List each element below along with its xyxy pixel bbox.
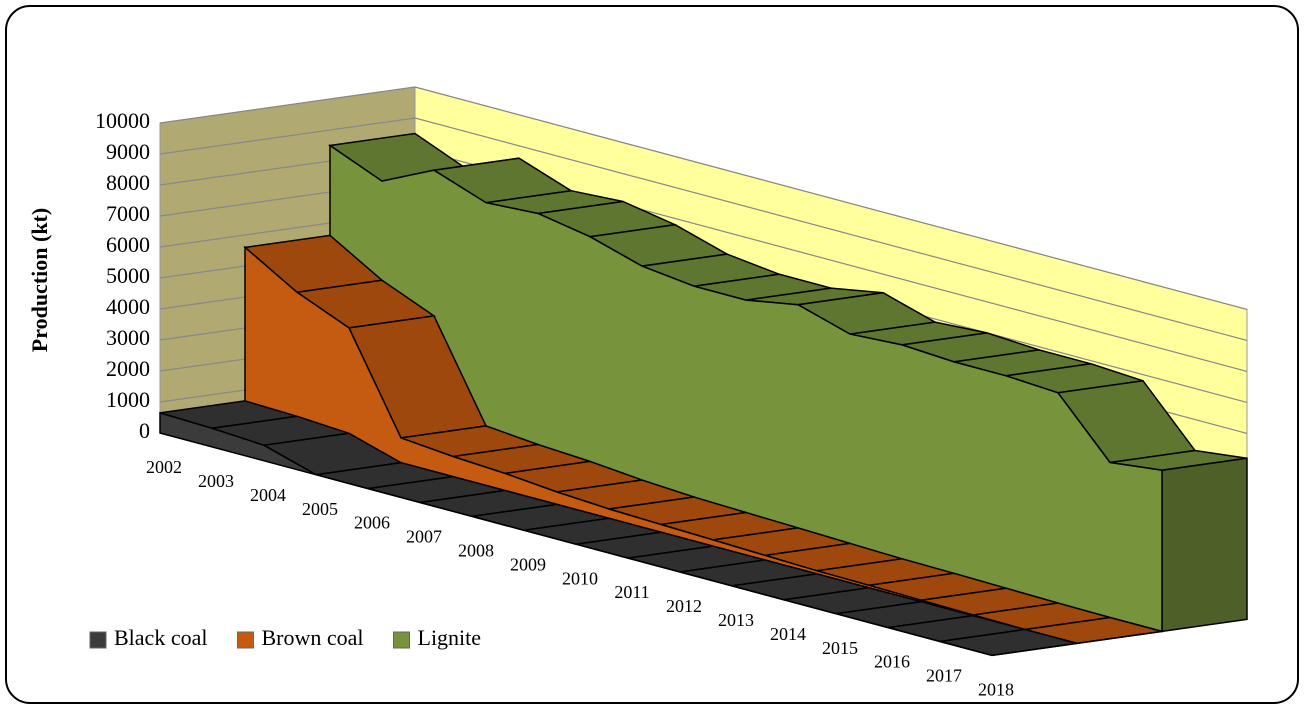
y-tick-label: 10000 bbox=[95, 108, 150, 133]
legend-label: Black coal bbox=[114, 625, 207, 650]
x-tick-label: 2015 bbox=[822, 638, 858, 658]
legend-swatch bbox=[89, 631, 107, 649]
x-tick-label: 2007 bbox=[406, 527, 442, 547]
x-tick-label: 2018 bbox=[978, 680, 1014, 700]
x-tick-label: 2006 bbox=[354, 513, 390, 533]
x-tick-label: 2017 bbox=[926, 666, 962, 686]
y-tick-label: 5000 bbox=[106, 263, 150, 288]
area-end bbox=[1161, 457, 1248, 633]
y-tick-label: 7000 bbox=[106, 201, 150, 226]
y-tick-label: 4000 bbox=[106, 294, 150, 319]
grid-line bbox=[159, 117, 1248, 341]
y-axis-title: Production (kt) bbox=[27, 208, 52, 352]
x-tick-label: 2011 bbox=[614, 582, 649, 602]
y-tick-label: 9000 bbox=[106, 139, 150, 164]
legend-label: Lignite bbox=[418, 625, 482, 650]
legend-label: Brown coal bbox=[261, 625, 363, 650]
y-tick-label: 3000 bbox=[106, 325, 150, 350]
x-tick-label: 2002 bbox=[146, 457, 182, 477]
y-tick-label: 8000 bbox=[106, 170, 150, 195]
y-tick-label: 6000 bbox=[106, 232, 150, 257]
area-end bbox=[1076, 630, 1163, 645]
area-front bbox=[329, 144, 1163, 633]
legend-swatch bbox=[393, 631, 410, 649]
y-tick-label: 0 bbox=[139, 418, 150, 443]
area-front bbox=[159, 411, 993, 657]
x-tick-label: 2004 bbox=[250, 485, 286, 505]
legend-swatch bbox=[236, 631, 254, 649]
x-tick-label: 2010 bbox=[562, 568, 598, 588]
x-tick-label: 2012 bbox=[666, 596, 702, 616]
grid-line bbox=[159, 86, 1248, 310]
x-tick-label: 2016 bbox=[874, 652, 910, 672]
x-tick-label: 2013 bbox=[718, 610, 754, 630]
y-tick-label: 1000 bbox=[106, 387, 150, 412]
x-tick-label: 2009 bbox=[510, 554, 546, 574]
x-tick-label: 2014 bbox=[770, 624, 806, 644]
x-tick-label: 2005 bbox=[302, 499, 338, 519]
x-tick-label: 2008 bbox=[458, 541, 494, 561]
area-end bbox=[991, 642, 1078, 657]
x-tick-label: 2003 bbox=[198, 471, 234, 491]
y-tick-label: 2000 bbox=[106, 356, 150, 381]
